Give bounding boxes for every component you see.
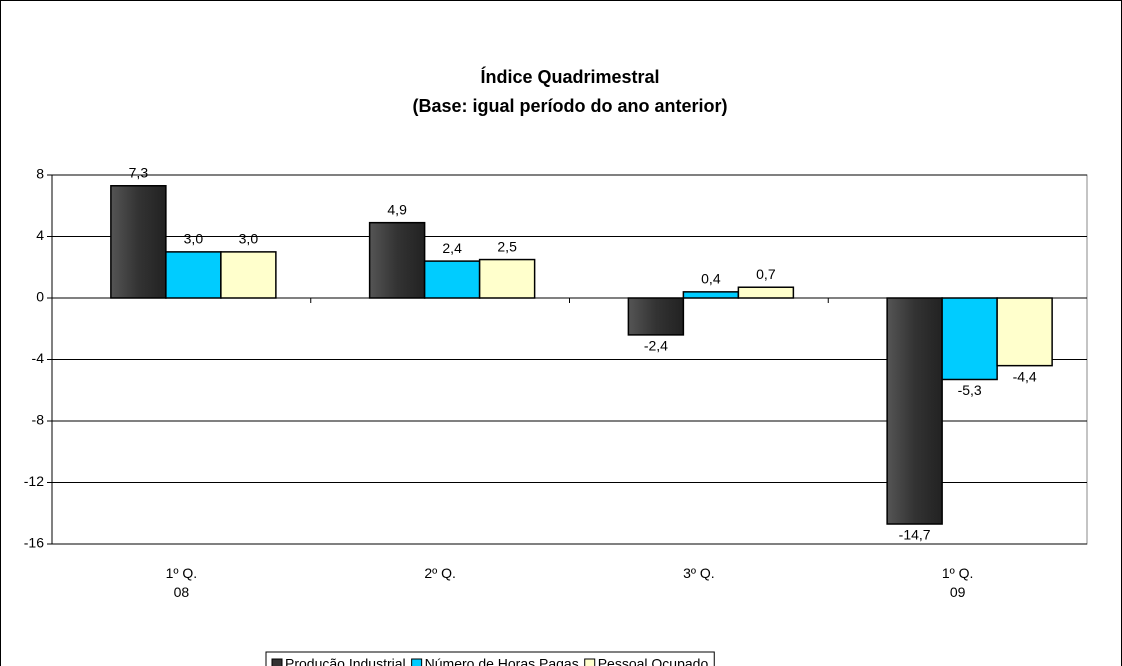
value-label: 0,4	[701, 271, 721, 287]
value-label: 3,0	[239, 231, 259, 247]
value-label: -2,4	[644, 338, 668, 354]
chart-title: Índice Quadrimestral	[480, 66, 659, 87]
bar	[737, 286, 795, 299]
bar	[886, 297, 943, 525]
y-tick-label: 0	[36, 289, 44, 305]
value-label: -4,4	[1013, 368, 1037, 384]
bar	[627, 297, 685, 336]
y-tick-label: -4	[32, 350, 45, 366]
bar	[941, 297, 998, 381]
bar	[478, 258, 536, 299]
bar	[110, 185, 167, 299]
y-tick-label: -16	[24, 535, 44, 551]
bar	[682, 291, 740, 299]
legend-swatch	[411, 658, 423, 666]
x-tick-label: 3º Q.	[683, 565, 715, 581]
bar	[423, 260, 481, 299]
y-tick-label: 8	[36, 166, 44, 182]
chart-subtitle: (Base: igual período do ano anterior)	[412, 96, 727, 116]
bar	[220, 251, 277, 299]
y-tick-label: -8	[32, 412, 45, 428]
value-label: -14,7	[899, 527, 931, 543]
legend-label: Produção Industrial	[285, 656, 406, 666]
legend-label: Número de Horas Pagas	[425, 656, 579, 666]
legend-box	[265, 651, 715, 666]
x-tick-label: 2º Q.	[424, 565, 456, 581]
x-tick-label: 1º Q. 09	[941, 565, 974, 600]
value-label: 7,3	[129, 164, 149, 180]
value-label: 4,9	[387, 201, 407, 217]
bar	[368, 221, 426, 299]
bar	[165, 251, 222, 299]
legend-swatch	[271, 658, 283, 666]
value-label: 3,0	[184, 231, 204, 247]
value-label: 0,7	[756, 266, 776, 282]
legend-swatch	[584, 658, 596, 666]
value-label: 2,5	[497, 238, 517, 254]
value-label: -5,3	[958, 382, 982, 398]
bar	[996, 297, 1053, 367]
y-tick-label: 4	[36, 227, 44, 243]
x-tick-label: 1º Q. 08	[165, 565, 198, 600]
y-tick-label: -12	[24, 473, 44, 489]
value-label: 2,4	[442, 240, 462, 256]
legend-label: Pessoal Ocupado	[598, 656, 709, 666]
